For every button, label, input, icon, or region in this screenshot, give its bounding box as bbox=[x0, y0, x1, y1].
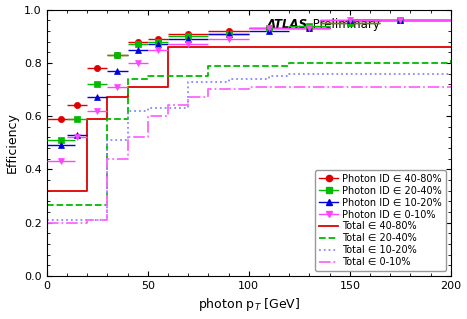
Legend: Photon ID ∈ 40-80%, Photon ID ∈ 20-40%, Photon ID ∈ 10-20%, Photon ID ∈ 0-10%, T: Photon ID ∈ 40-80%, Photon ID ∈ 20-40%, … bbox=[315, 170, 446, 271]
Y-axis label: Efficiency: Efficiency bbox=[6, 112, 19, 173]
Text: ATLAS: ATLAS bbox=[267, 18, 308, 31]
X-axis label: photon p$_T$ [GeV]: photon p$_T$ [GeV] bbox=[198, 296, 300, 314]
Text: Preliminary: Preliminary bbox=[310, 18, 380, 31]
